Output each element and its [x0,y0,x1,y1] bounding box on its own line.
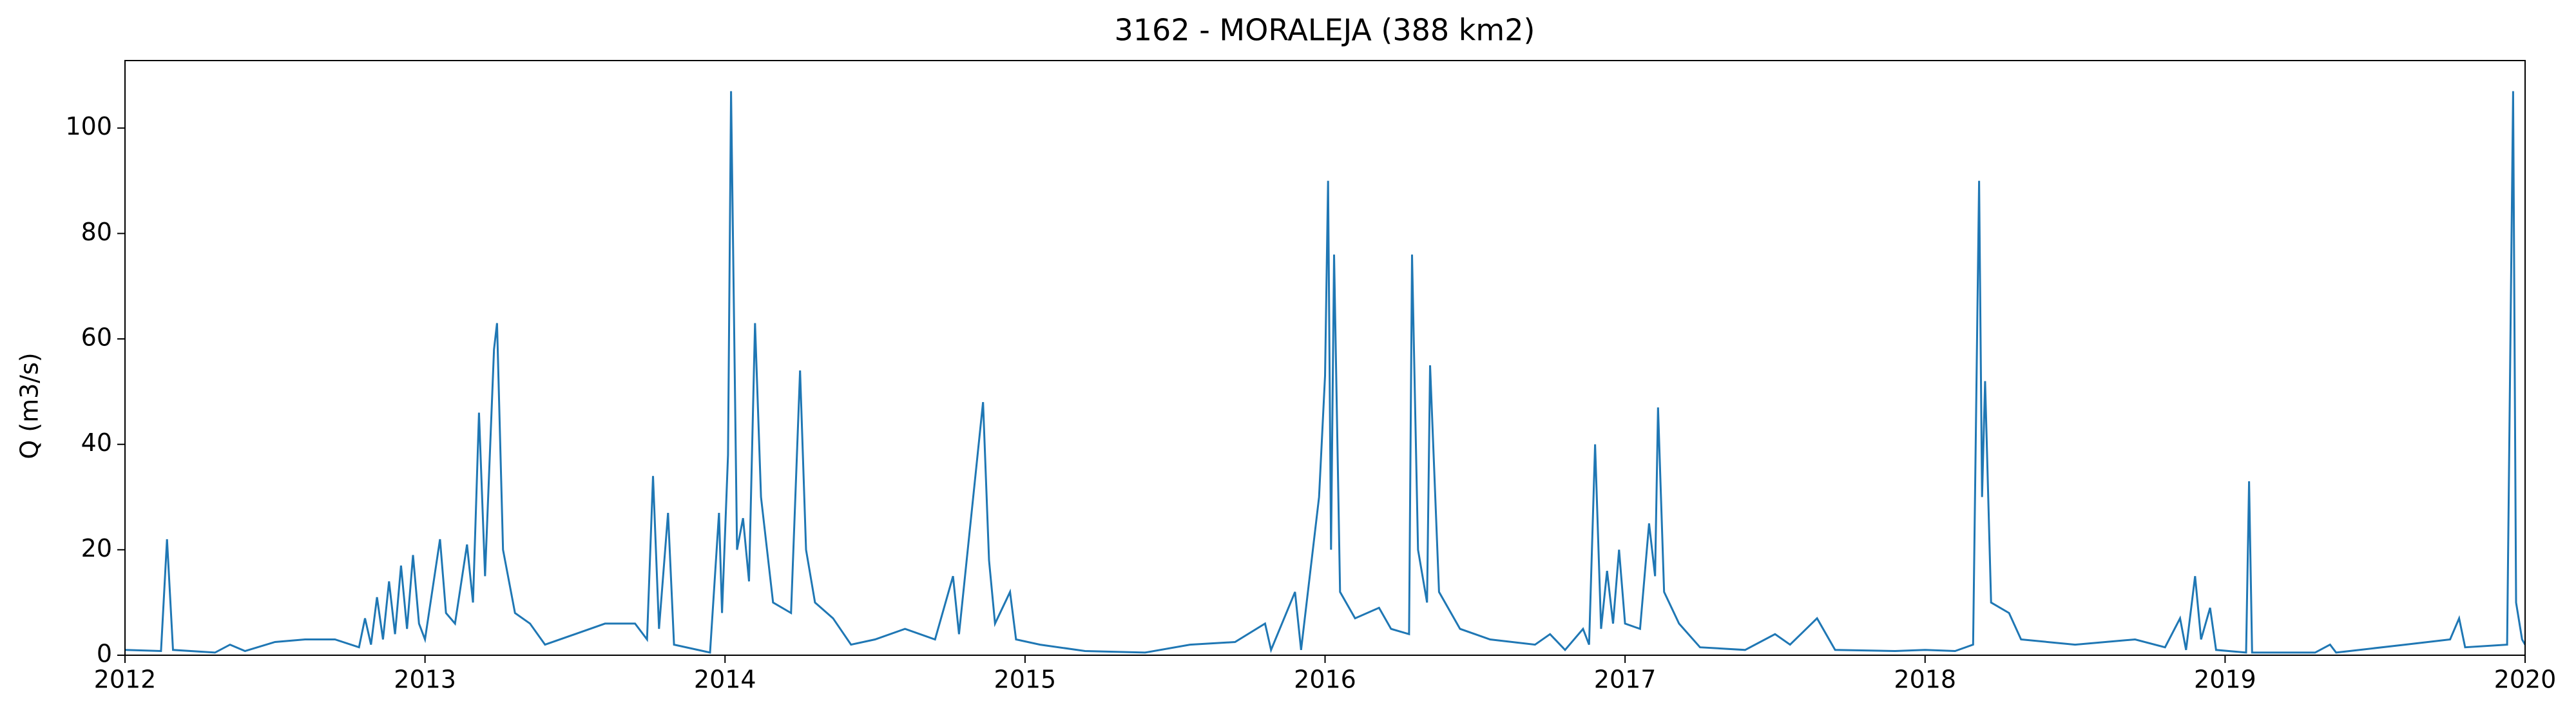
chart-title: 3162 - MORALEJA (388 km2) [1115,13,1535,48]
x-tick-label: 2013 [394,666,456,694]
plot-frame [124,60,2526,656]
x-tick-label: 2012 [94,666,157,694]
y-tick-label: 0 [97,640,112,668]
y-tick-label: 100 [65,112,112,140]
y-tick-label: 40 [81,428,112,457]
y-tick-label: 20 [81,534,112,562]
y-axis-label: Q (m3/s) [15,352,44,459]
data-line [124,91,2526,654]
x-tick-label: 2014 [694,666,756,694]
x-tick-label: 2015 [994,666,1057,694]
x-tick-label: 2016 [1294,666,1356,694]
x-tick-label: 2017 [1594,666,1657,694]
x-tick-label: 2018 [1894,666,1956,694]
x-tick-label: 2020 [2494,666,2557,694]
x-tick-label: 2019 [2194,666,2256,694]
y-tick-label: 80 [81,218,112,246]
y-tick-label: 60 [81,323,112,352]
